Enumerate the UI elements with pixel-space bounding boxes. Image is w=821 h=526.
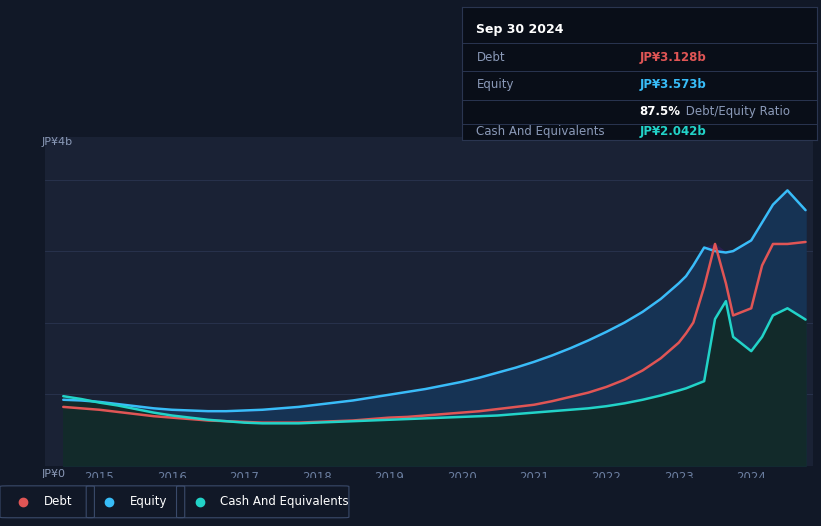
Text: JP¥4b: JP¥4b	[41, 137, 72, 147]
Text: Sep 30 2024: Sep 30 2024	[476, 23, 564, 36]
Text: Debt: Debt	[44, 495, 72, 508]
Text: Cash And Equivalents: Cash And Equivalents	[476, 125, 605, 138]
Text: Debt/Equity Ratio: Debt/Equity Ratio	[682, 105, 790, 118]
Text: JP¥0: JP¥0	[41, 469, 66, 479]
Text: Equity: Equity	[130, 495, 167, 508]
Text: Equity: Equity	[476, 78, 514, 92]
Text: Debt: Debt	[476, 50, 505, 64]
Text: Cash And Equivalents: Cash And Equivalents	[220, 495, 349, 508]
Text: JP¥2.042b: JP¥2.042b	[640, 125, 706, 138]
Text: JP¥3.128b: JP¥3.128b	[640, 50, 706, 64]
Text: 87.5%: 87.5%	[640, 105, 681, 118]
Text: JP¥3.573b: JP¥3.573b	[640, 78, 706, 92]
